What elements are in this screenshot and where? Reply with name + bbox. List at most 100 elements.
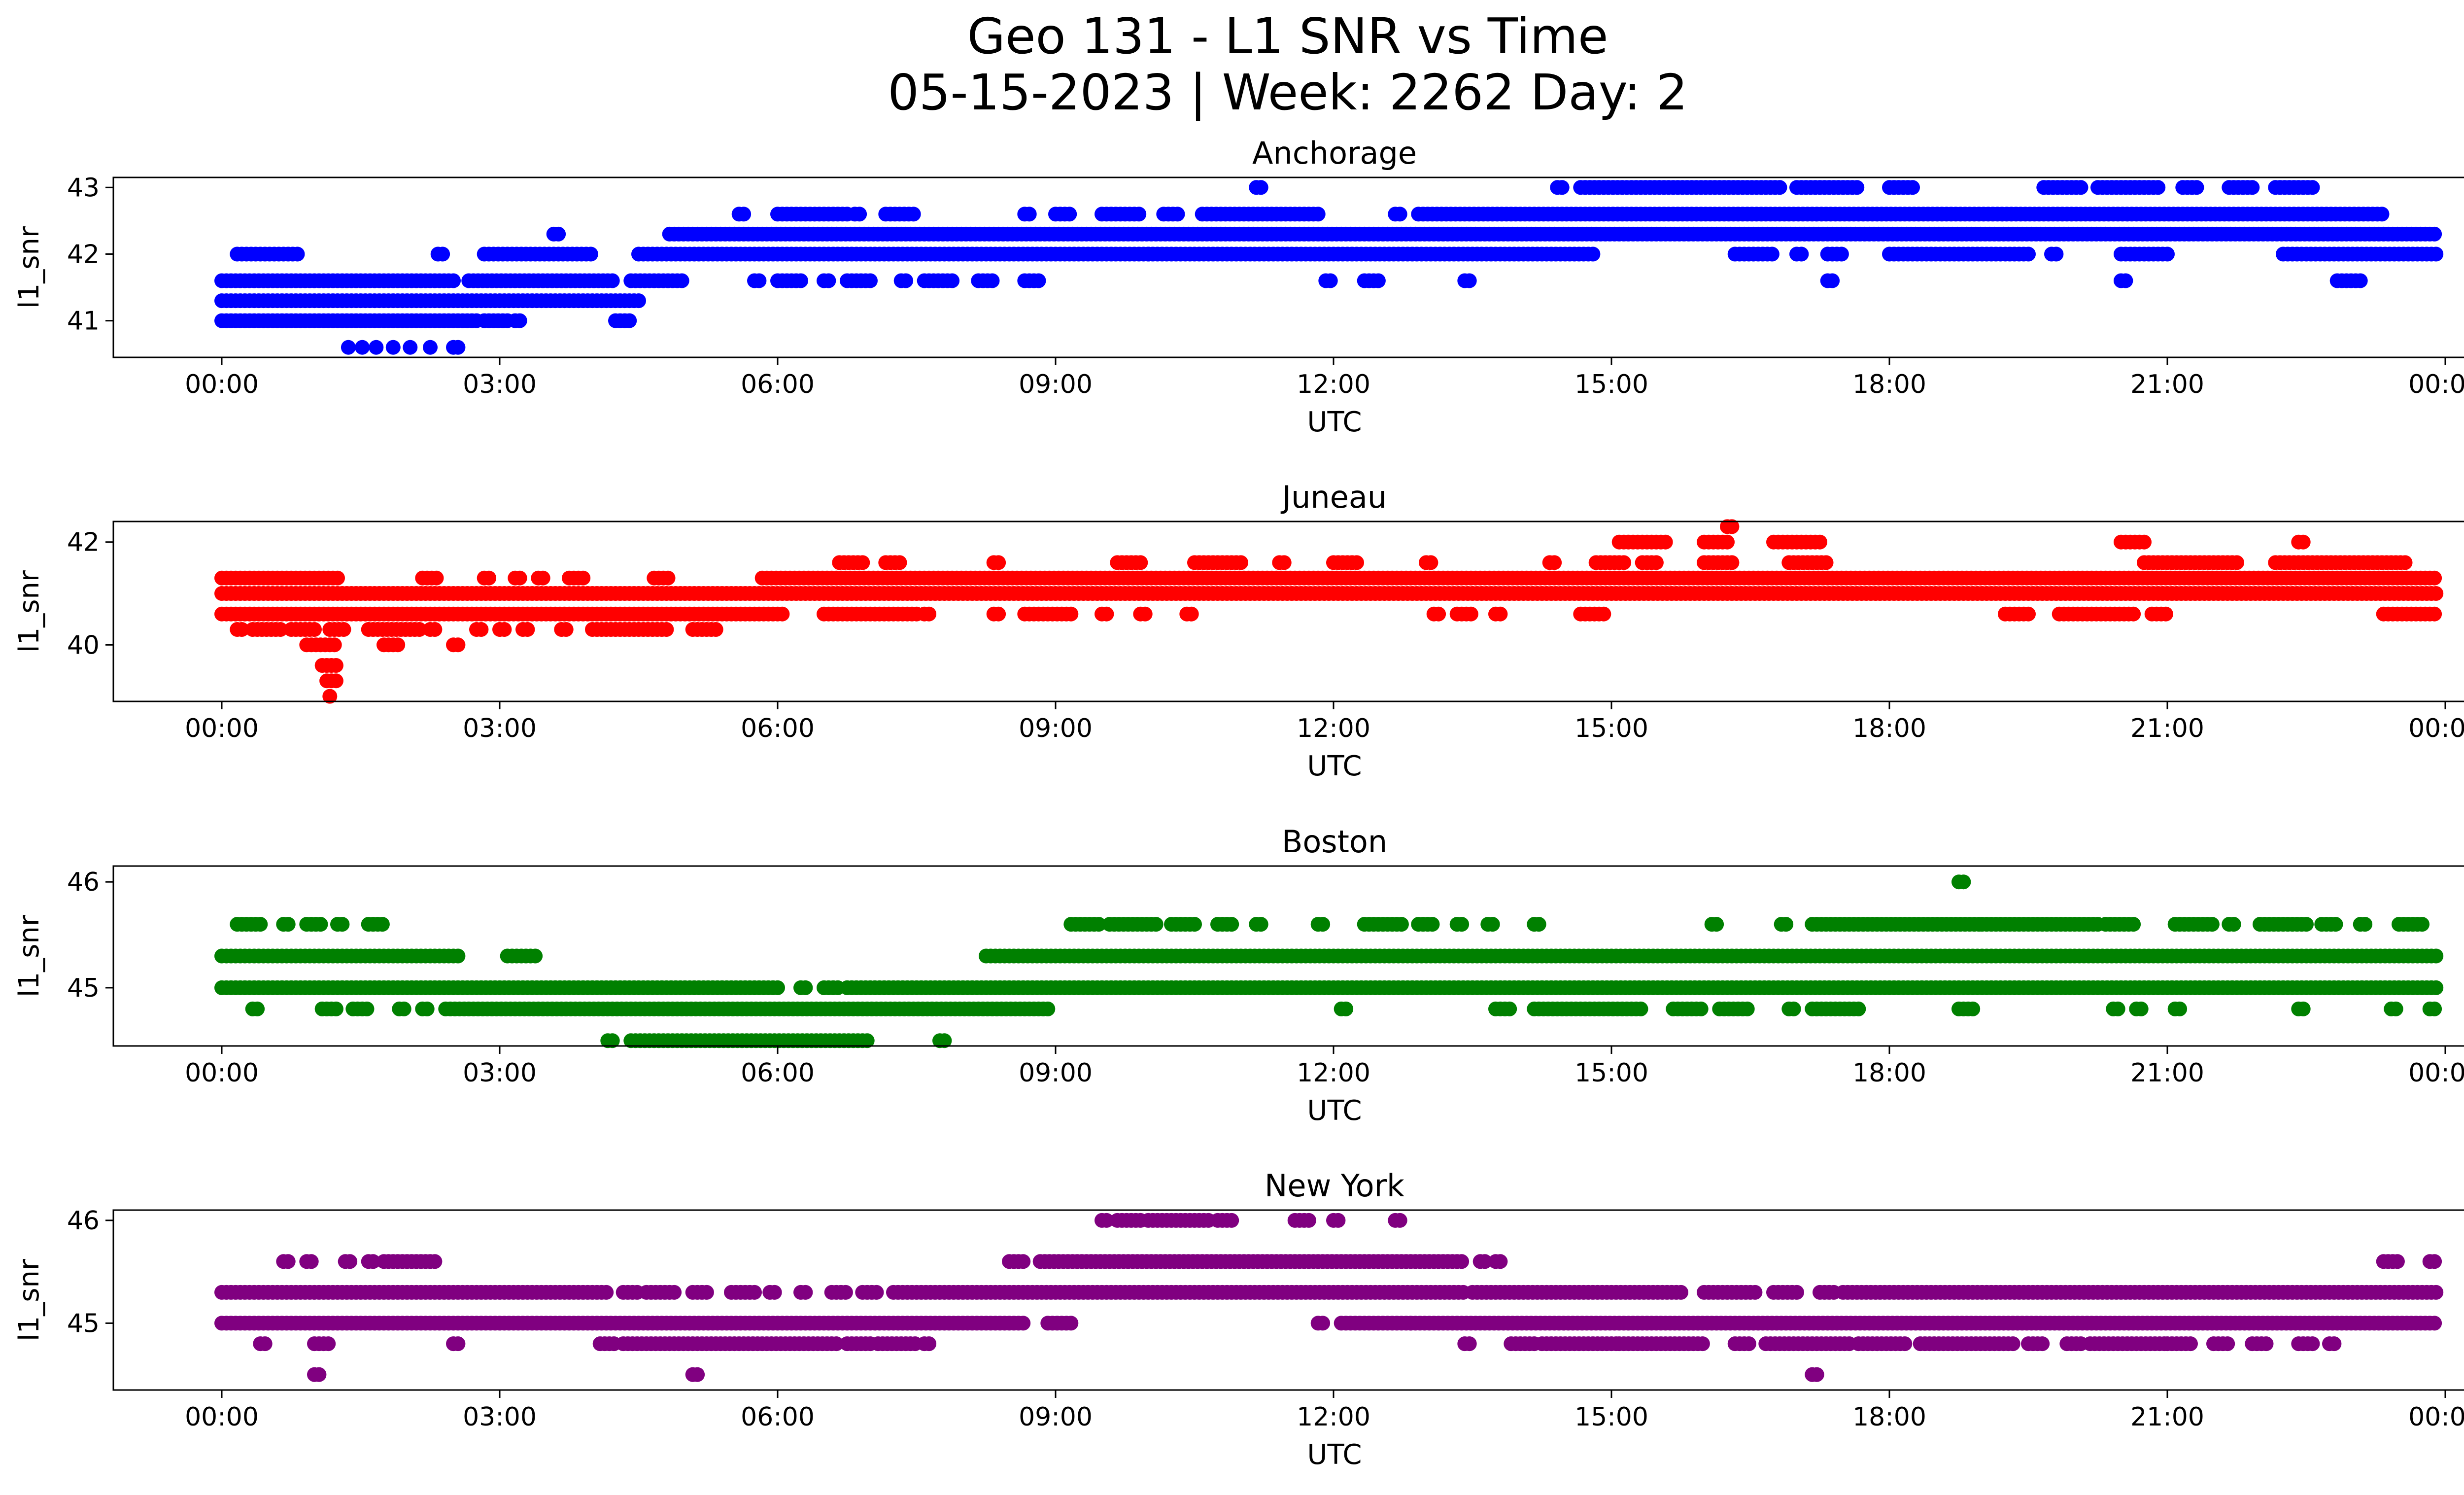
x-tick-label: 09:00 (1019, 370, 1093, 399)
data-point (2295, 534, 2311, 550)
data-point (234, 622, 249, 637)
data-point (2388, 1001, 2403, 1016)
data-point (412, 622, 427, 637)
data-point (2305, 1336, 2320, 1352)
data-point (1851, 1001, 1866, 1016)
data-point (863, 273, 878, 288)
data-point (1031, 273, 1046, 288)
data-point (985, 273, 1000, 288)
data-point (328, 658, 343, 673)
data-point (450, 340, 466, 355)
data-point (2137, 534, 2152, 550)
data-point (322, 689, 338, 704)
data-point (1323, 273, 1338, 288)
data-point (2429, 586, 2444, 601)
data-point (1063, 606, 1079, 622)
x-tick-label: 03:00 (463, 714, 537, 743)
data-point (767, 1285, 782, 1300)
data-point (2299, 917, 2314, 932)
data-point (708, 622, 723, 637)
data-point (1394, 917, 1409, 932)
y-axis-label: l1_snr (13, 570, 45, 653)
data-point (551, 226, 566, 242)
data-point (341, 340, 356, 355)
data-point (1531, 917, 1546, 932)
data-point (2259, 1336, 2274, 1352)
data-point (2427, 226, 2442, 242)
data-point (535, 570, 550, 586)
x-tick-label: 06:00 (741, 370, 815, 399)
data-point (396, 1001, 411, 1016)
data-point (2429, 980, 2444, 995)
data-point (497, 622, 512, 637)
data-point (1616, 555, 1632, 570)
data-point (257, 1336, 273, 1352)
data-point (2305, 180, 2320, 195)
data-point (937, 1033, 952, 1048)
data-point (1224, 917, 1239, 932)
x-tick-label: 18:00 (1852, 370, 1926, 399)
x-tick-label: 00:00 (2408, 1058, 2464, 1088)
data-point (2151, 180, 2166, 195)
data-point (403, 340, 418, 355)
data-point (1809, 1367, 1824, 1382)
axes-frame (112, 176, 2464, 358)
x-axis-label: UTC (1307, 1095, 1362, 1127)
data-point (474, 622, 489, 637)
data-point (330, 570, 345, 586)
data-point (1187, 917, 1202, 932)
data-point (1956, 874, 1971, 890)
data-point (1315, 1316, 1331, 1331)
data-point (2397, 555, 2413, 570)
data-point (1425, 917, 1440, 932)
data-point (512, 313, 527, 328)
x-tick-label: 00:00 (185, 714, 259, 743)
x-tick-label: 06:00 (741, 714, 815, 743)
data-point (2110, 1001, 2125, 1016)
data-point (798, 980, 813, 995)
data-point (2172, 1001, 2188, 1016)
data-point (2158, 606, 2173, 622)
data-point (838, 1285, 853, 1300)
data-point (1063, 1316, 1079, 1331)
data-point (2427, 606, 2442, 622)
data-point (1016, 1316, 1031, 1331)
data-point (2133, 1001, 2149, 1016)
data-point (1233, 555, 1248, 570)
x-tick-label: 00:00 (185, 1058, 259, 1088)
data-point (855, 555, 870, 570)
data-point (1724, 519, 1740, 534)
data-point (2427, 570, 2442, 586)
data-point (1137, 606, 1153, 622)
x-tick-label: 21:00 (2130, 370, 2204, 399)
data-point (2415, 917, 2430, 932)
subplot-title: Anchorage (1252, 135, 1417, 171)
data-point (423, 340, 438, 355)
data-point (2183, 1336, 2198, 1352)
data-point (2358, 917, 2373, 932)
data-point (1695, 1336, 1710, 1352)
data-point (375, 917, 390, 932)
data-point (770, 980, 785, 995)
data-point (359, 1001, 375, 1016)
x-tick-label: 06:00 (741, 1058, 815, 1088)
data-point (355, 340, 370, 355)
data-point (922, 1336, 937, 1352)
data-point (852, 207, 867, 222)
data-point (290, 246, 305, 262)
x-tick-label: 00:00 (2408, 714, 2464, 743)
data-point (631, 293, 646, 309)
data-point (2229, 555, 2244, 570)
data-point (307, 622, 322, 637)
x-tick-label: 21:00 (2130, 1058, 2204, 1088)
data-point (2005, 1336, 2020, 1352)
data-point (2245, 180, 2260, 195)
data-point (336, 622, 351, 637)
data-point (512, 570, 527, 586)
data-point (2021, 246, 2036, 262)
data-point (667, 1285, 682, 1300)
data-point (2220, 1336, 2235, 1352)
